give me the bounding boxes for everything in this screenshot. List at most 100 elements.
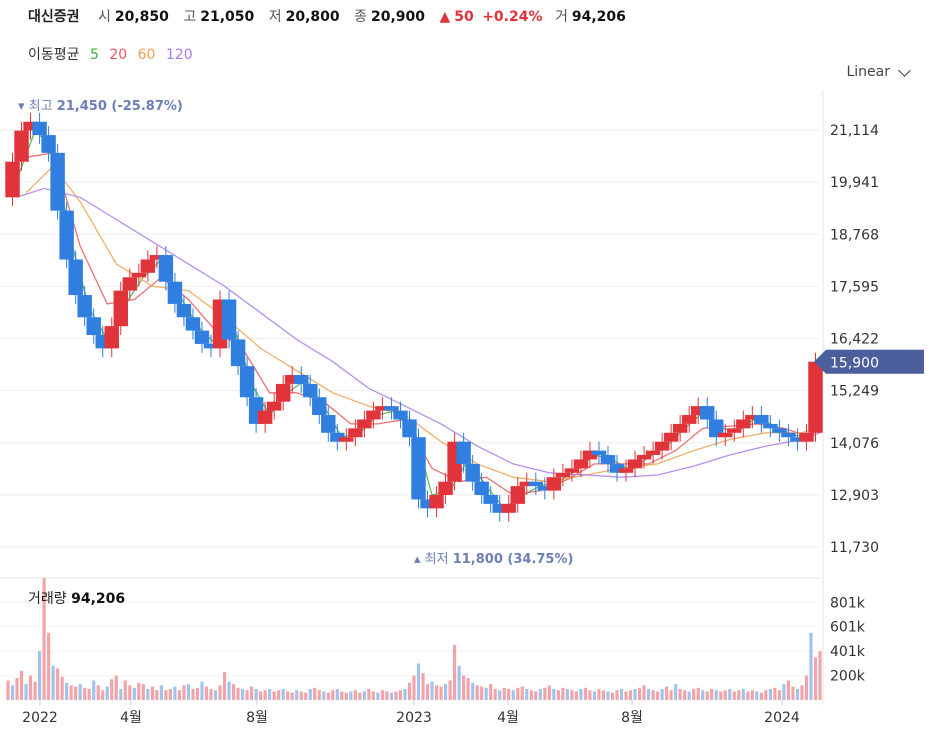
volume-bar: [367, 689, 371, 700]
candle-body: [528, 481, 544, 487]
max-annotation-value: 21,450 (-25.87%): [57, 99, 183, 114]
volume-bar: [714, 690, 718, 700]
volume-bar: [786, 680, 791, 700]
candle-body: [754, 415, 769, 424]
candle-body: [366, 410, 381, 420]
volume-bar: [642, 685, 646, 700]
candle: [5, 152, 20, 207]
open-label: 시: [97, 9, 111, 25]
volume-bar: [538, 689, 542, 700]
y-tick-label: 17,595: [830, 279, 879, 295]
price-grid: [0, 90, 824, 705]
volume-bar: [259, 691, 263, 700]
candle: [339, 428, 354, 451]
volume-bar: [755, 691, 759, 700]
candle-body: [564, 468, 580, 473]
volume-bar: [732, 691, 736, 700]
candle: [366, 401, 381, 429]
x-tick-label: 2023: [396, 710, 432, 726]
volume-bar: [168, 689, 172, 700]
candle-body: [591, 450, 607, 456]
candle: [681, 406, 697, 433]
candle: [546, 468, 562, 500]
candle-body: [618, 468, 634, 473]
volume-bar: [78, 684, 82, 700]
candle-body: [736, 419, 751, 429]
volume-bar: [511, 690, 515, 700]
candle: [14, 121, 29, 171]
candle-body: [636, 455, 652, 460]
ma-5[interactable]: 5: [89, 47, 99, 63]
volume-bar: [177, 690, 182, 700]
candle-body: [275, 383, 291, 402]
volume-bar: [782, 684, 786, 700]
candle-body: [140, 259, 156, 273]
volume-tick-label: 801k: [830, 595, 866, 611]
volume-bar: [87, 689, 91, 700]
volume-bar: [250, 686, 254, 700]
volume-bar: [696, 687, 700, 700]
candle-body: [339, 437, 354, 442]
y-axis: 21,114 19,941 18,768 17,595 16,422 15,249 14,0…: [830, 123, 879, 556]
candle: [763, 415, 778, 438]
volume-bar: [579, 689, 583, 700]
volume-bar: [475, 685, 479, 700]
ma-20[interactable]: 20: [109, 47, 128, 63]
low-value: 20,800: [285, 9, 340, 25]
volume-bar: [268, 689, 272, 700]
candle: [294, 366, 309, 393]
volume-bar: [277, 690, 281, 700]
candle-body: [284, 375, 300, 384]
candle-body: [59, 210, 74, 260]
volume-bar: [47, 632, 51, 700]
volume-label: 거: [554, 9, 568, 25]
candle: [700, 397, 715, 429]
candle-body: [5, 161, 20, 198]
candle: [573, 450, 589, 478]
close-label: 종: [354, 9, 367, 25]
volume-bar: [286, 691, 290, 700]
volume-bar: [728, 689, 732, 700]
volume-bar: [768, 689, 772, 700]
candle: [167, 272, 183, 313]
volume-bar: [800, 685, 804, 700]
moving-average-legend[interactable]: 이동평균 5 20 60 120: [28, 44, 199, 64]
price-tag-label: 15,900: [830, 356, 879, 372]
volume-bar: [155, 690, 159, 700]
volume-bar: [759, 692, 763, 700]
candle: [122, 268, 138, 300]
volume-bar: [619, 689, 624, 700]
volume-bar: [182, 685, 186, 700]
candle: [50, 143, 65, 220]
y-tick-label: 12,903: [830, 488, 879, 504]
volume-bar: [493, 689, 497, 700]
candle: [474, 472, 489, 504]
candle-body: [303, 383, 318, 398]
ma-120[interactable]: 120: [165, 47, 193, 63]
candle-body: [221, 299, 237, 340]
candle: [663, 423, 679, 451]
scale-select[interactable]: Linear: [846, 63, 911, 80]
volume-bar: [407, 682, 412, 700]
ma-120-line: [16, 187, 821, 478]
volume-bar: [466, 678, 470, 700]
candle: [131, 263, 147, 287]
candle: [185, 308, 201, 340]
ma-60[interactable]: 60: [137, 47, 156, 63]
volume-bar: [213, 690, 218, 700]
volume-bar: [119, 689, 123, 700]
volume-bar: [737, 690, 741, 700]
volume-bar: [51, 665, 55, 700]
candle: [555, 463, 571, 487]
candle-body: [122, 277, 138, 291]
volume-bar: [628, 690, 633, 700]
volume-bar: [335, 689, 339, 700]
candle: [456, 432, 471, 473]
min-annotation-value: 11,800 (34.75%): [453, 552, 574, 567]
volume-bar: [434, 685, 439, 700]
candle-body: [41, 135, 56, 153]
candle: [68, 250, 83, 304]
volume-bar: [710, 689, 714, 700]
volume-bar: [462, 675, 466, 700]
